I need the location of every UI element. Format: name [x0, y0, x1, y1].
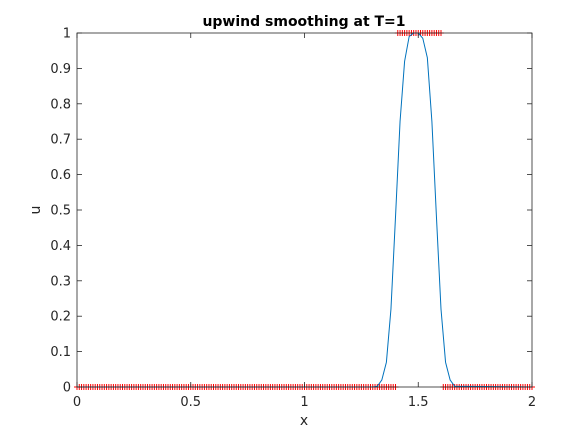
x-tick-label: 0.5 — [180, 395, 201, 410]
x-tick-label: 0 — [73, 395, 81, 410]
y-tick-label: 0.8 — [50, 97, 71, 112]
y-tick-label: 1 — [63, 27, 71, 42]
x-tick-label: 1.5 — [408, 395, 429, 410]
x-tick-label: 2 — [528, 395, 536, 410]
y-axis-label: u — [28, 206, 44, 215]
ticks-layer: 0 0.5 1 1.5 2 0 0.1 0.2 0.3 0.4 0.5 0.6 0.7 0.8 0.9 1 — [50, 27, 536, 411]
y-tick-label: 0.6 — [50, 168, 71, 183]
plot-area — [77, 33, 532, 387]
x-axis-label: x — [300, 413, 308, 429]
y-tick-label: 0.4 — [50, 239, 71, 254]
y-tick-label: 0.5 — [50, 204, 71, 219]
y-tick-label: 0 — [63, 381, 71, 396]
y-tick-label: 0.3 — [50, 274, 71, 289]
y-tick-label: 0.7 — [50, 133, 71, 148]
x-tick-label: 1 — [300, 395, 308, 410]
y-tick-label: 0.9 — [50, 62, 71, 77]
chart-title: upwind smoothing at T=1 — [202, 14, 405, 30]
y-tick-label: 0.2 — [50, 310, 71, 325]
y-tick-label: 0.1 — [50, 345, 71, 360]
